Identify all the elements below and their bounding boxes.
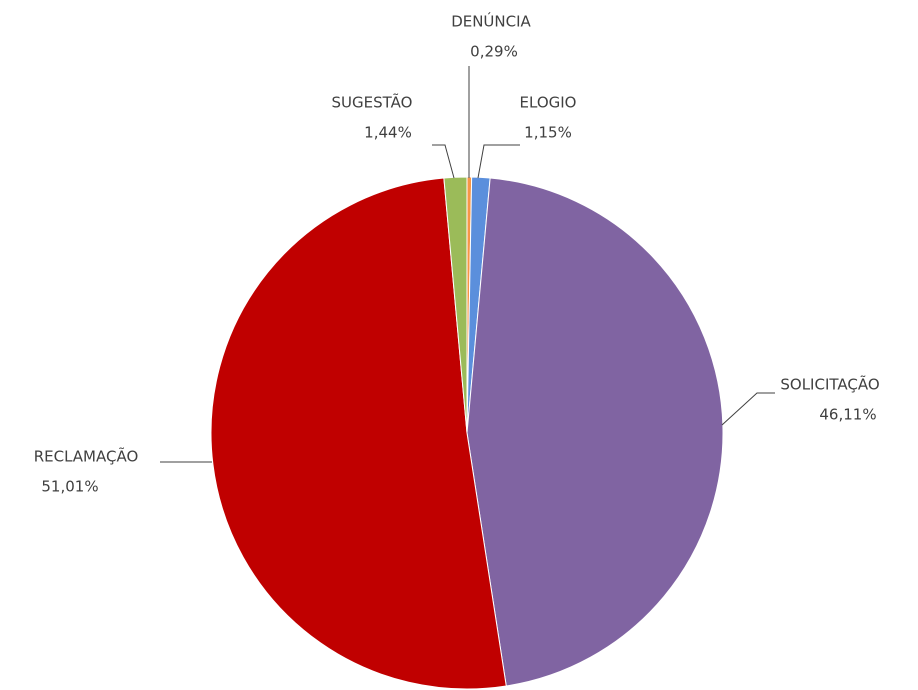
slice-value: 0,29% [470,43,518,61]
slice-label: ELOGIO [520,94,577,112]
slice-label: SOLICITAÇÃO [780,375,879,394]
labels: DENÚNCIA 0,29% ELOGIO 1,15% SOLICITAÇÃO 46,11… [34,12,880,496]
slice-value: 1,44% [364,124,412,142]
pie-slice [466,177,724,687]
pie-slice [210,177,507,690]
slice-label: SUGESTÃO [332,93,413,112]
slice-value: 51,01% [41,478,98,496]
leader-line [721,392,775,426]
slice-value: 46,11% [819,406,876,424]
slice-value: 1,15% [524,124,572,142]
leader-line [432,144,455,179]
pie-slice [443,176,468,434]
slice-label: RECLAMAÇÃO [34,447,139,466]
slice-label: DENÚNCIA [451,12,531,31]
pie [210,176,724,690]
leader-line [477,144,520,179]
